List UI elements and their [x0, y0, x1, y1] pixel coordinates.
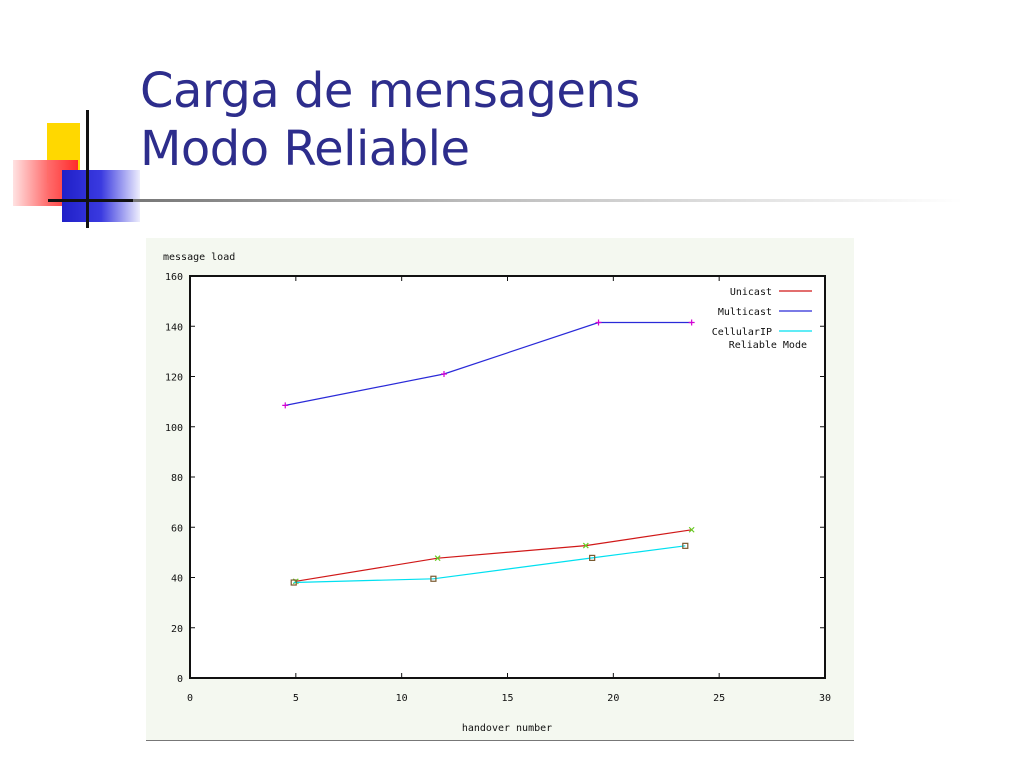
series-layer [282, 319, 695, 586]
chart-panel-baseline [146, 740, 854, 741]
y-tick-label: 40 [171, 574, 183, 585]
y-tick-label: 160 [165, 272, 183, 283]
x-tick-label: 30 [819, 693, 831, 704]
data-point-1 [595, 319, 602, 326]
legend-label-line: Reliable Mode [729, 340, 807, 351]
x-axis: 0 5 10 15 20 25 30 [187, 276, 831, 704]
series-line-2 [293, 545, 686, 584]
decor-blue-square [62, 170, 140, 222]
x-tick-label: 25 [713, 693, 725, 704]
data-point-0 [582, 542, 589, 549]
data-point-2 [682, 542, 689, 549]
data-point-2 [589, 554, 596, 562]
series-line-0 [295, 529, 692, 582]
title-underline-rule [133, 199, 963, 202]
legend-label-line: CellularIP [712, 327, 772, 338]
x-tick-label: 20 [607, 693, 619, 704]
x-tick-label: 5 [293, 693, 299, 704]
y-tick-label: 60 [171, 523, 183, 534]
slide-title: Carga de mensagens Modo Reliable [140, 62, 640, 178]
x-axis-label: handover number [462, 723, 552, 734]
data-point-2 [290, 579, 297, 586]
legend-label-0: Unicast [730, 287, 772, 298]
y-axis-label: message load [163, 252, 235, 263]
chart-panel: message load 0 20 40 60 80 100 120 140 160 0 5 10 1… [146, 238, 854, 740]
series-line-1 [285, 321, 692, 406]
decor-horizontal-line [48, 199, 133, 202]
data-point-1 [282, 402, 289, 409]
legend-label-2: CellularIP Reliable Mode [712, 327, 807, 351]
x-tick-label: 15 [501, 693, 513, 704]
y-tick-label: 140 [165, 322, 183, 333]
legend-label-line: Unicast [730, 287, 772, 298]
y-tick-label: 0 [177, 674, 183, 685]
x-tick-label: 0 [187, 693, 193, 704]
x-tick-label: 10 [396, 693, 408, 704]
legend-label-1: Multicast [718, 307, 772, 318]
data-point-2 [430, 575, 437, 582]
y-axis: 0 20 40 60 80 100 120 140 160 [165, 272, 825, 685]
data-point-1 [688, 319, 695, 326]
y-tick-label: 20 [171, 624, 183, 635]
y-tick-label: 80 [171, 473, 183, 484]
y-tick-label: 120 [165, 373, 183, 384]
data-point-0 [434, 555, 441, 562]
legend: Unicast Multicast CellularIP Reliable Mode [712, 287, 812, 351]
slide-title-line-1: Carga de mensagens [140, 63, 640, 119]
plot-frame [189, 275, 826, 679]
y-tick-label: 100 [165, 423, 183, 434]
legend-label-line: Multicast [718, 307, 772, 318]
decor-vertical-line [86, 110, 89, 228]
slide-title-line-2: Modo Reliable [140, 121, 470, 177]
data-point-1 [441, 370, 447, 377]
line-chart: message load 0 20 40 60 80 100 120 140 160 0 5 10 1… [163, 252, 831, 734]
data-point-0 [688, 526, 695, 533]
